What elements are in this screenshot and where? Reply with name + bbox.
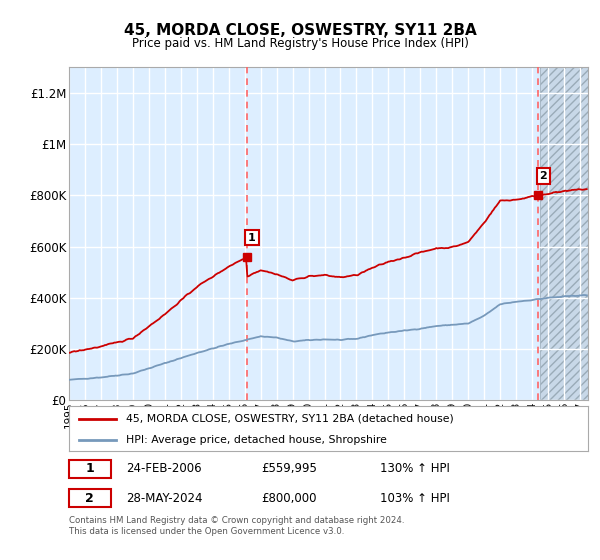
Text: 2: 2 — [539, 171, 547, 181]
Text: Price paid vs. HM Land Registry's House Price Index (HPI): Price paid vs. HM Land Registry's House … — [131, 37, 469, 50]
Text: 2: 2 — [85, 492, 94, 505]
FancyBboxPatch shape — [69, 489, 110, 507]
Text: 130% ↑ HPI: 130% ↑ HPI — [380, 462, 450, 475]
Text: 103% ↑ HPI: 103% ↑ HPI — [380, 492, 450, 505]
Text: HPI: Average price, detached house, Shropshire: HPI: Average price, detached house, Shro… — [126, 435, 387, 445]
Text: 45, MORDA CLOSE, OSWESTRY, SY11 2BA: 45, MORDA CLOSE, OSWESTRY, SY11 2BA — [124, 24, 476, 38]
Text: 1: 1 — [248, 232, 256, 242]
FancyBboxPatch shape — [69, 460, 110, 478]
Text: Contains HM Land Registry data © Crown copyright and database right 2024.
This d: Contains HM Land Registry data © Crown c… — [69, 516, 404, 536]
Text: £800,000: £800,000 — [261, 492, 317, 505]
Text: 24-FEB-2006: 24-FEB-2006 — [126, 462, 202, 475]
Text: 45, MORDA CLOSE, OSWESTRY, SY11 2BA (detached house): 45, MORDA CLOSE, OSWESTRY, SY11 2BA (det… — [126, 413, 454, 423]
Text: 1: 1 — [85, 462, 94, 475]
Text: 28-MAY-2024: 28-MAY-2024 — [126, 492, 203, 505]
Bar — [540, 67, 588, 400]
Text: £559,995: £559,995 — [261, 462, 317, 475]
